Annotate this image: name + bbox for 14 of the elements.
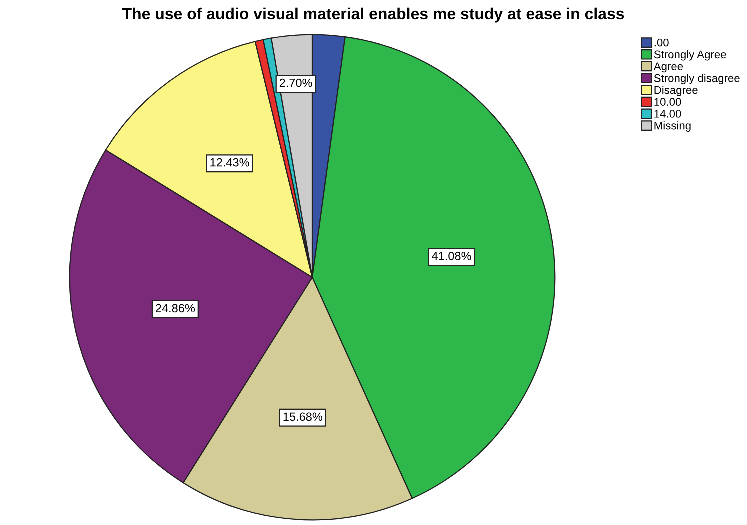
data-label: 12.43% — [210, 158, 250, 167]
legend-label: Missing — [654, 122, 691, 132]
legend-label: .00 — [654, 38, 669, 47]
legend-label: 14.00 — [654, 110, 682, 118]
legend-label: Strongly disagree — [654, 74, 740, 84]
data-label: 41.08% — [432, 252, 472, 260]
legend-label: Agree — [654, 62, 684, 73]
legend-label: 10.00 — [654, 98, 682, 106]
legend-label: Strongly Agree — [654, 50, 726, 61]
data-label: 15.68% — [284, 412, 323, 422]
legend-label: Disagree — [654, 86, 698, 96]
chart-title: The use of audio visual material enables me study at ease in class — [122, 8, 624, 23]
data-label: 24.86% — [156, 304, 196, 313]
data-label: 2.70% — [280, 78, 312, 88]
